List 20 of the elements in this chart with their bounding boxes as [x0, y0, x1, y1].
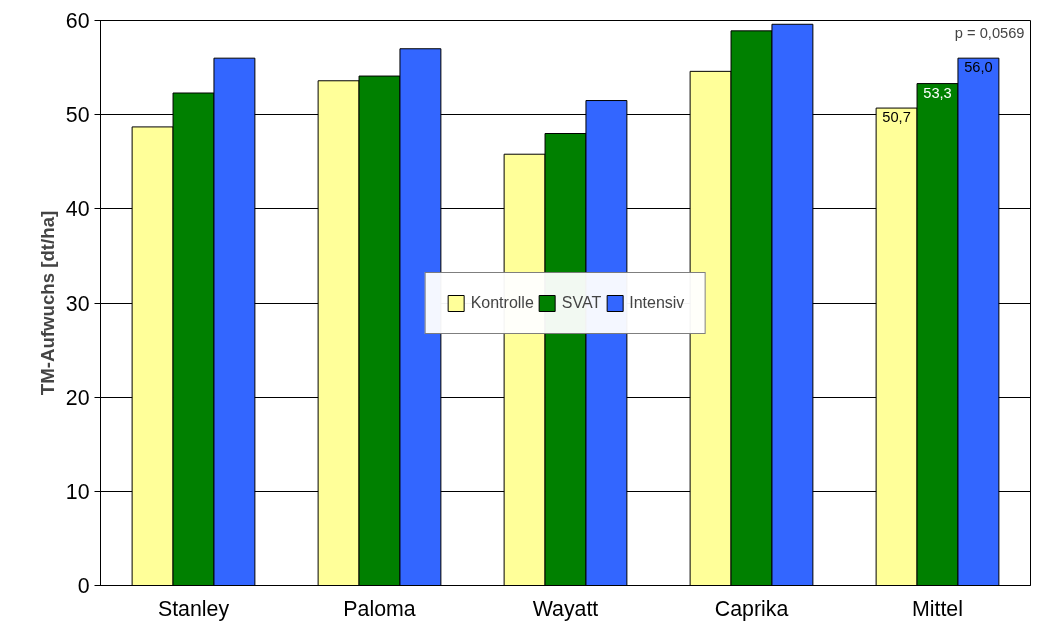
y-tick-label: 0 — [77, 574, 90, 598]
data-label: 53,3 — [923, 84, 952, 101]
y-axis-title: TM-Aufwuchs [dt/ha] — [36, 210, 58, 396]
x-tick-label: Mittel — [912, 596, 963, 621]
y-tick-label: 50 — [65, 103, 90, 128]
legend-label: Kontrolle — [470, 293, 534, 312]
annotation: p = 0,0569 — [954, 24, 1025, 41]
legend-label: Intensiv — [629, 293, 685, 312]
legend-label: SVAT — [561, 293, 602, 312]
y-tick-label: 20 — [65, 385, 90, 410]
x-tick-label: Paloma — [343, 596, 416, 621]
data-label: 56,0 — [964, 59, 993, 76]
x-tick-label: Stanley — [157, 596, 230, 621]
x-tick-label: Caprika — [714, 596, 789, 621]
data-label: 50,7 — [882, 109, 911, 126]
y-tick-label: 10 — [65, 479, 90, 504]
y-tick-label: 30 — [65, 291, 90, 316]
y-tick-label: 60 — [65, 9, 90, 33]
x-tick-label: Wayatt — [532, 596, 599, 621]
y-tick-label: 40 — [65, 197, 90, 222]
